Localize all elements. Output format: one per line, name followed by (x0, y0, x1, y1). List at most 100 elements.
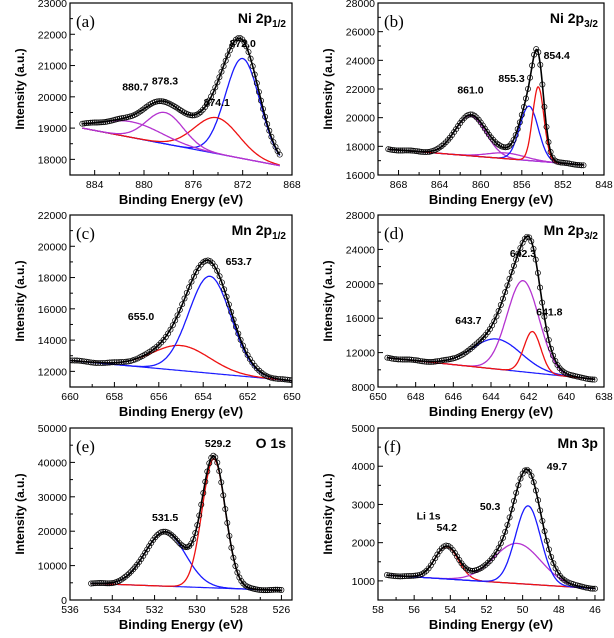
panel-d: 650 648 646 644 642 640 638 8000 12000 16000 20000… (321, 210, 613, 419)
y-axis-label: Intensity (a.u.) (13, 260, 27, 341)
component-peak-855.3 (388, 105, 584, 166)
y-tick-label: 8000 (352, 382, 376, 394)
x-tick-label: 654 (194, 391, 212, 403)
data-point (172, 535, 179, 542)
data-point (174, 312, 181, 319)
x-tick-label: 56 (408, 604, 420, 616)
data-point (168, 531, 175, 538)
data-point (453, 126, 460, 133)
component-peak-49.7 (387, 505, 595, 590)
y-tick-label: 2000 (352, 538, 376, 550)
x-tick-label: 536 (61, 604, 79, 616)
x-axis-label: Binding Energy (eV) (119, 404, 243, 419)
x-tick-label: 856 (513, 179, 531, 191)
x-tick-label: 50 (517, 604, 529, 616)
x-tick-label: 48 (553, 604, 565, 616)
y-tick-label: 18000 (38, 154, 67, 166)
data-point (214, 79, 221, 86)
y-tick-label: 16000 (346, 170, 375, 182)
peak-annotation: 861.0 (457, 84, 483, 96)
y-tick-label: 18000 (38, 273, 67, 285)
y-tick-label: 12000 (38, 366, 67, 378)
x-tick-label: 852 (554, 179, 572, 191)
spectrum-title: Ni 2p3/2 (550, 10, 599, 30)
y-tick-label: 21000 (38, 61, 67, 73)
data-point (484, 329, 491, 336)
y-tick-label: 22000 (38, 29, 67, 41)
plot-area (79, 35, 283, 167)
panel-c: 660 658 656 654 652 650 12000 14000 16000 18000 20… (13, 210, 301, 419)
x-axis-label: Binding Energy (eV) (119, 192, 243, 207)
y-tick-label: 40000 (38, 457, 67, 469)
x-tick-label: 532 (146, 604, 164, 616)
envelope-fit (70, 259, 292, 382)
peak-annotation: 855.3 (498, 73, 524, 85)
data-point (197, 109, 204, 115)
data-point (154, 532, 161, 539)
data-point (497, 302, 504, 308)
x-tick-label: 640 (558, 391, 576, 403)
data-point (204, 101, 210, 108)
y-tick-label: 20000 (346, 279, 375, 291)
x-tick-label: 58 (372, 604, 384, 616)
data-point (169, 322, 176, 329)
axes-frame (377, 214, 605, 388)
data-point (495, 545, 502, 551)
data-point (210, 89, 217, 96)
data-point (481, 125, 488, 132)
data-point (128, 568, 135, 575)
data-point (118, 576, 125, 583)
data-point (179, 301, 186, 308)
component-peak-874.1 (82, 116, 280, 166)
panel-e: 536 534 532 530 528 526 0 10000 20000 30000 40000 5… (13, 423, 293, 632)
data-point (425, 565, 432, 572)
data-point (152, 534, 159, 541)
y-tick-label: 28000 (346, 210, 375, 222)
data-point (476, 338, 482, 345)
x-tick-label: 52 (481, 604, 493, 616)
peak-annotation: Li 1s (417, 511, 441, 523)
spectrum-title: O 1s (256, 435, 287, 451)
x-tick-label: 876 (185, 179, 203, 191)
y-tick-label: 3000 (352, 499, 376, 511)
x-tick-label: 848 (595, 179, 613, 191)
data-point (517, 475, 524, 482)
data-point (508, 140, 515, 147)
data-point (554, 569, 561, 576)
plot-area (385, 46, 587, 169)
spectrum-title: Mn 3p (558, 435, 598, 451)
data-point (467, 111, 474, 118)
x-tick-label: 650 (369, 391, 387, 403)
plot-area (70, 257, 292, 384)
x-tick-label: 646 (445, 391, 463, 403)
peak-annotation: 641.8 (536, 307, 562, 319)
envelope-fit (388, 48, 584, 166)
y-tick-label: 10000 (38, 561, 67, 573)
y-tick-label: 20000 (346, 113, 375, 125)
envelope-fit (82, 37, 281, 156)
spectrum-title: Mn 2p3/2 (544, 222, 599, 242)
data-point (270, 139, 277, 146)
y-tick-label: 28000 (346, 0, 375, 10)
y-tick-label: 14000 (38, 335, 67, 347)
y-tick-label: 26000 (346, 27, 375, 39)
data-point (461, 114, 468, 121)
panel-label: (f) (384, 437, 401, 456)
x-tick-label: 880 (135, 179, 153, 191)
y-tick-label: 22000 (346, 84, 375, 96)
data-point (208, 454, 215, 461)
data-point (170, 533, 177, 540)
x-tick-label: 872 (234, 179, 252, 191)
envelope-fit (387, 468, 596, 590)
data-point (237, 336, 244, 343)
plot-area (384, 233, 598, 383)
x-tick-label: 530 (188, 604, 206, 616)
data-point (495, 308, 502, 314)
y-tick-label: 5000 (352, 423, 376, 435)
data-point (224, 52, 231, 59)
peak-annotation: 54.2 (436, 522, 457, 534)
spectrum-title: Mn 2p1/2 (232, 222, 287, 242)
y-tick-label: 0 (61, 595, 67, 607)
data-point (500, 534, 506, 541)
data-point (510, 136, 517, 143)
